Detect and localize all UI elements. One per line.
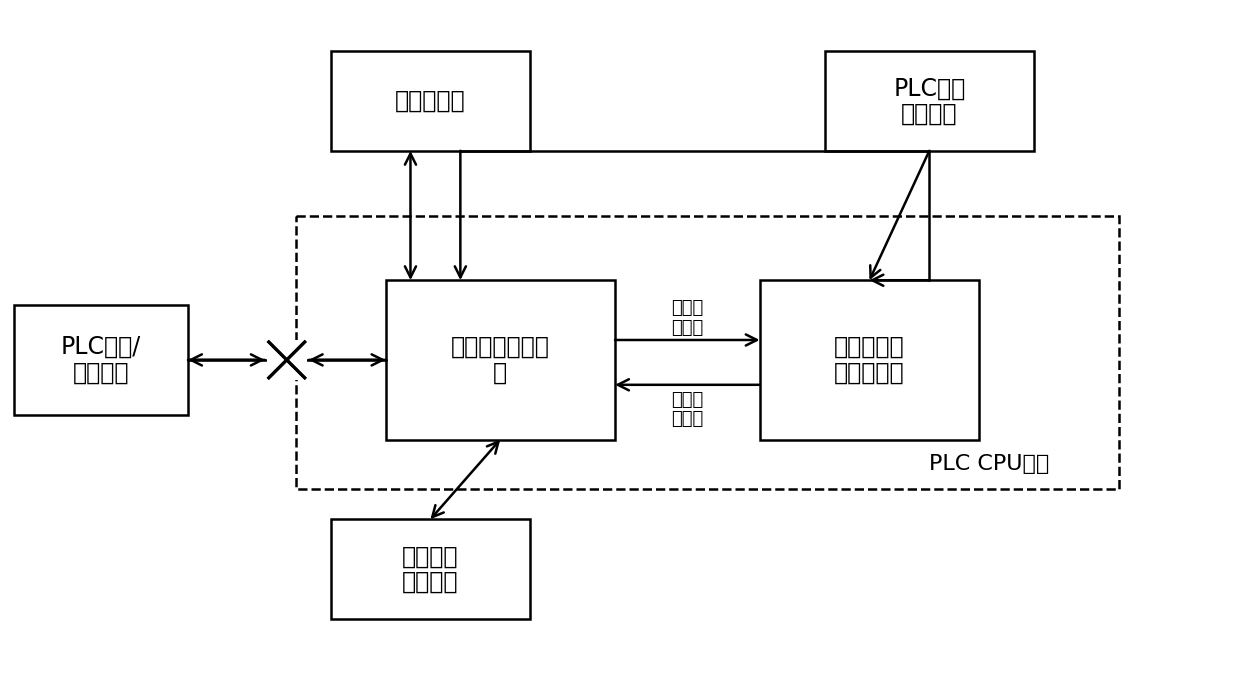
Text: 作命令: 作命令 xyxy=(671,319,703,336)
Bar xyxy=(760,280,980,439)
Text: PLC编程: PLC编程 xyxy=(893,76,966,100)
Text: 状态仿: 状态仿 xyxy=(671,391,703,409)
Text: 监控计算机: 监控计算机 xyxy=(396,89,466,113)
Text: 真程序模块: 真程序模块 xyxy=(835,361,905,384)
Bar xyxy=(331,51,531,151)
Text: 现场显示: 现场显示 xyxy=(402,544,459,568)
Bar xyxy=(14,305,188,415)
Bar xyxy=(267,340,306,380)
Text: 终端设备: 终端设备 xyxy=(901,102,957,126)
Text: 待测控制程序模: 待测控制程序模 xyxy=(451,335,549,359)
Text: 控制终端: 控制终端 xyxy=(402,570,459,594)
Text: 真信号: 真信号 xyxy=(671,411,703,429)
Text: 设备操: 设备操 xyxy=(671,299,703,318)
Bar xyxy=(386,280,615,439)
Bar xyxy=(825,51,1034,151)
Text: PLC CPU模块: PLC CPU模块 xyxy=(929,454,1049,474)
Text: 输出模块: 输出模块 xyxy=(73,361,129,384)
Text: 块: 块 xyxy=(494,361,507,384)
Text: PLC输入/: PLC输入/ xyxy=(61,335,141,359)
Bar xyxy=(331,520,531,619)
Bar xyxy=(295,215,1118,489)
Text: 设备响应仿: 设备响应仿 xyxy=(835,335,905,359)
